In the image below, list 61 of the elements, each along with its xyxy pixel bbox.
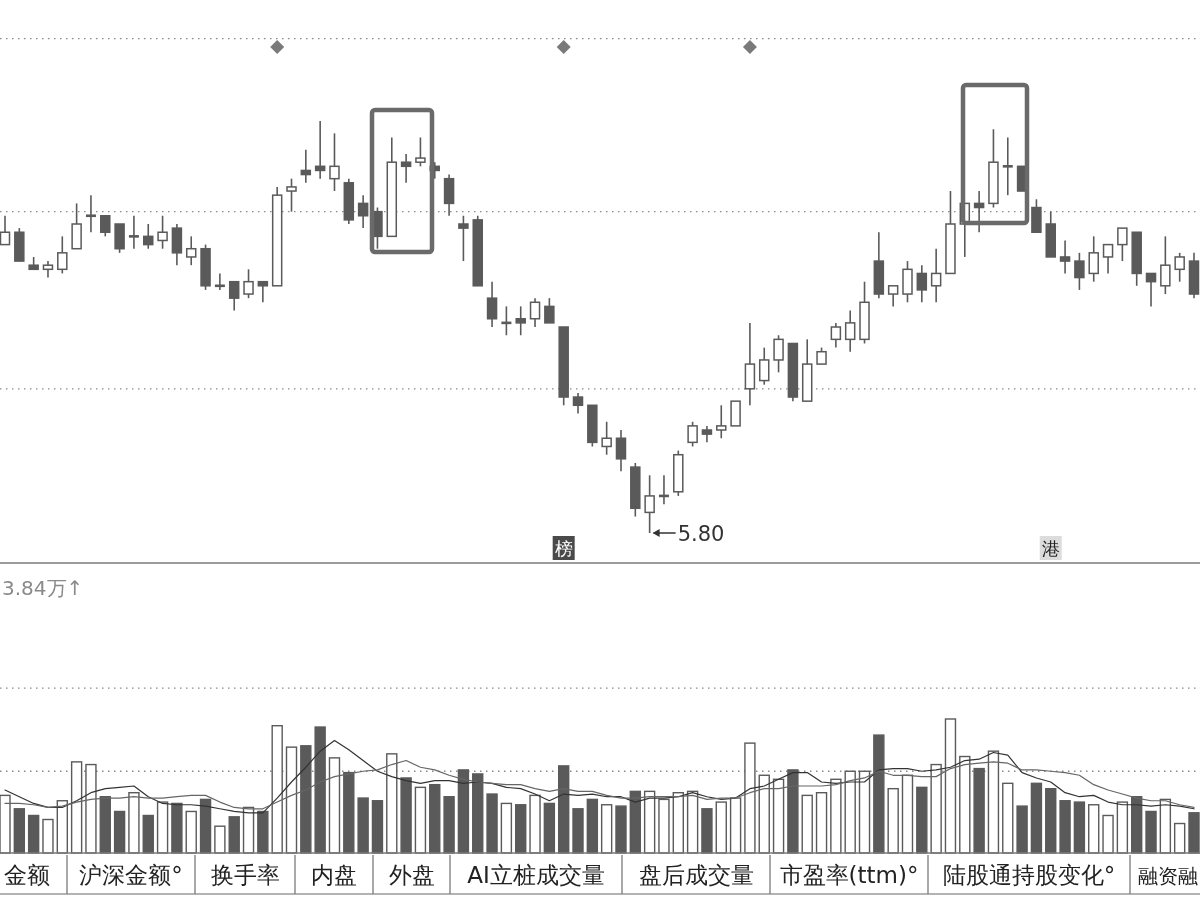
bar	[1188, 812, 1200, 854]
text: 沪深金额°	[79, 861, 183, 888]
bar	[156, 801, 169, 854]
tag: 榜	[552, 536, 575, 560]
annotation: 5.80	[677, 522, 725, 546]
bar	[701, 808, 713, 854]
bar	[887, 787, 899, 854]
bar	[586, 798, 599, 854]
bar	[1088, 804, 1100, 854]
bar	[171, 802, 183, 854]
bar	[658, 798, 670, 854]
text: 盘后成交量	[638, 861, 754, 888]
bar	[1016, 805, 1028, 854]
bar	[600, 804, 613, 854]
text: 外盘	[388, 861, 435, 888]
bar	[429, 783, 441, 854]
bar	[715, 801, 727, 854]
bar	[228, 816, 240, 854]
bar	[973, 767, 985, 854]
text: 内盘	[311, 861, 357, 888]
bar	[142, 814, 154, 854]
bar	[486, 793, 498, 854]
bar	[1002, 782, 1014, 854]
bar	[500, 802, 513, 854]
bar	[27, 814, 40, 854]
bar	[1173, 822, 1186, 854]
bar	[1045, 787, 1057, 854]
text: 市盈率(ttm)°	[779, 861, 919, 888]
bar	[1102, 814, 1114, 854]
bar	[185, 810, 197, 854]
bar	[572, 808, 584, 854]
bar	[357, 797, 369, 854]
text: 金额	[4, 861, 50, 888]
bar	[214, 825, 226, 854]
bar	[1073, 801, 1086, 854]
bar	[371, 800, 384, 854]
chart-title: 3.84万↑	[2, 576, 84, 600]
text: AI立桩成交量	[467, 861, 605, 888]
bar	[543, 802, 556, 854]
bar	[801, 794, 813, 854]
bar	[414, 786, 427, 854]
bar	[400, 777, 412, 854]
bar	[1145, 810, 1157, 854]
bar	[113, 810, 126, 854]
text: 融资融	[1138, 864, 1198, 888]
tag: 港	[1039, 536, 1062, 560]
bar	[615, 805, 627, 854]
bar	[1059, 800, 1071, 854]
bar	[1116, 801, 1129, 854]
text: 换手率	[210, 861, 280, 888]
bar	[13, 808, 26, 854]
bar	[529, 794, 541, 854]
text: 陆股通持股变化°	[942, 861, 1116, 888]
bar	[515, 804, 527, 854]
low-label: 5.80	[652, 522, 725, 546]
bar	[443, 796, 455, 854]
bar	[815, 792, 828, 854]
bar	[257, 810, 269, 854]
bar	[1030, 782, 1043, 854]
bar	[916, 786, 928, 854]
bar	[42, 818, 54, 854]
